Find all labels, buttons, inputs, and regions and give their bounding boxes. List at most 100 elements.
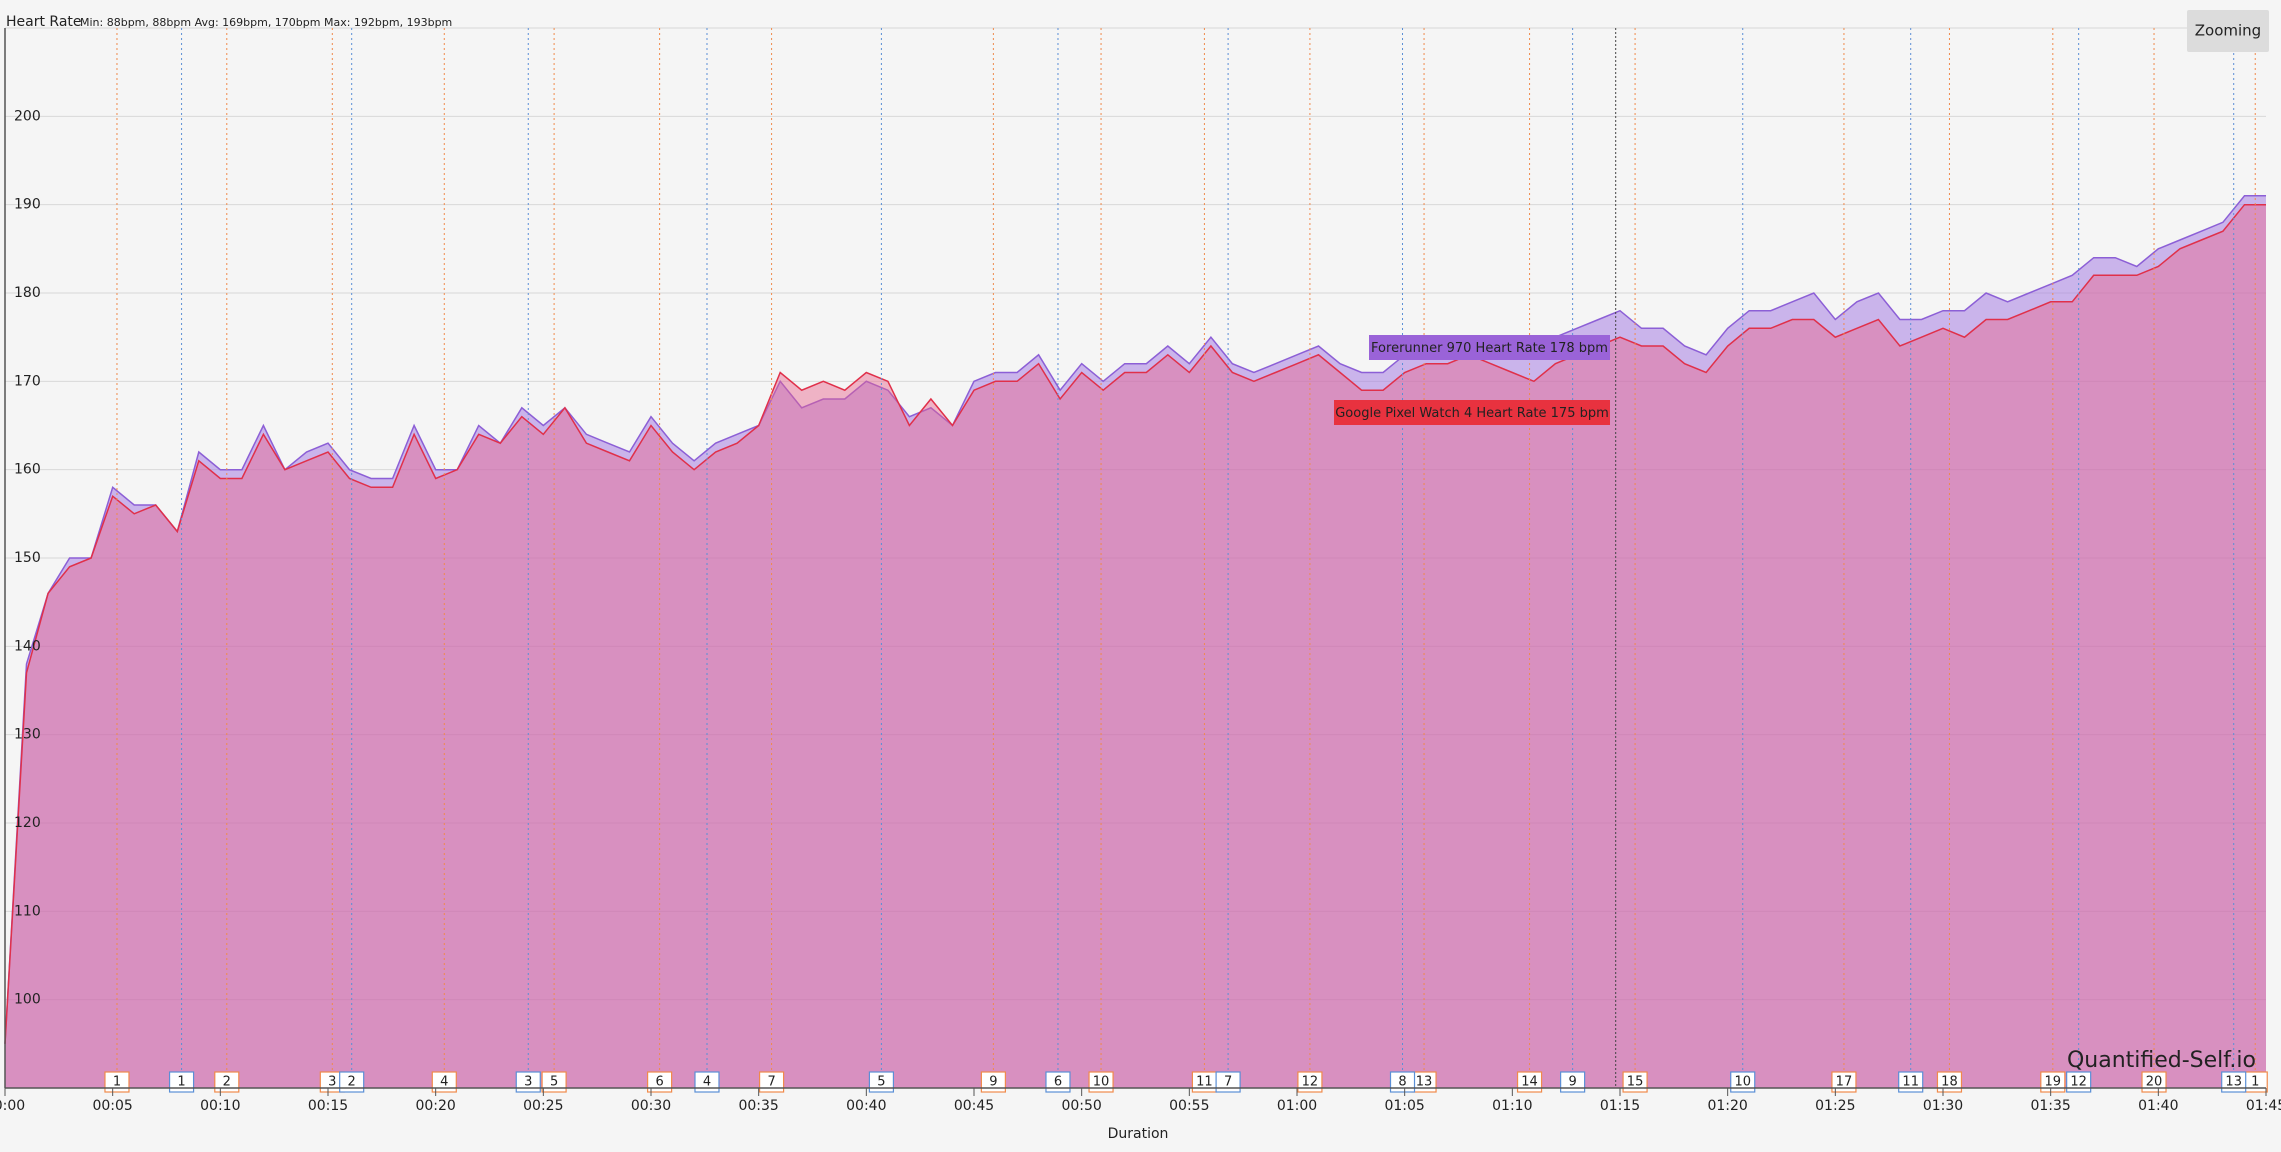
y-tick-label: 160 — [14, 462, 41, 478]
plot — [4, 195, 2266, 1089]
x-tick-label: 00:15 — [308, 1098, 348, 1114]
axes: 10011012013014015016017018019020000:0000… — [0, 28, 2281, 1114]
y-tick-label: 100 — [14, 992, 41, 1008]
lap-label: 13 — [1416, 1075, 1433, 1090]
zoom-button[interactable] — [2187, 10, 2269, 52]
y-tick-label: 170 — [14, 373, 41, 389]
y-tick-label: 110 — [14, 903, 41, 919]
chart-title: Heart Rate — [6, 14, 82, 30]
lap-label: 4 — [703, 1075, 711, 1090]
lap-marker — [980, 1071, 1006, 1093]
lap-label: 10 — [1093, 1075, 1110, 1090]
lap-marker — [1045, 1071, 1071, 1093]
lap-marker — [868, 1071, 895, 1093]
lap-marker — [694, 1071, 720, 1093]
tooltip-box — [1334, 400, 1610, 425]
lap-marker — [1560, 1071, 1586, 1093]
lap-marker — [758, 1071, 785, 1093]
x-tick-label: 01:30 — [1923, 1098, 1963, 1114]
x-tick-label: 01:40 — [2138, 1098, 2178, 1114]
lap-label: 18 — [1941, 1075, 1958, 1090]
lap-marker — [339, 1071, 365, 1093]
lap-label: 12 — [2070, 1075, 2087, 1090]
chart-stats: Min: 88bpm, 88bpm Avg: 169bpm, 170bpm Ma… — [80, 16, 452, 29]
lap-marker — [431, 1071, 457, 1093]
lap-marker — [1389, 1071, 1416, 1093]
x-tick-label: 01:00 — [1277, 1098, 1317, 1114]
lap-label: 5 — [877, 1075, 885, 1090]
x-tick-label: 00:30 — [631, 1098, 671, 1114]
lap-label: 17 — [1836, 1075, 1853, 1090]
area — [5, 204, 2266, 1088]
lap-label: 3 — [328, 1075, 336, 1090]
lap-label: 19 — [2045, 1075, 2062, 1090]
lap-label: 1 — [113, 1075, 121, 1090]
lap-label: 6 — [1054, 1075, 1062, 1090]
lap-marker — [2221, 1071, 2247, 1093]
lap-marker — [1898, 1071, 1924, 1093]
y-tick-label: 200 — [14, 108, 41, 124]
lap-label: 7 — [1224, 1075, 1232, 1090]
lap-marker — [104, 1071, 130, 1093]
lap-marker — [1215, 1071, 1241, 1093]
lap-label: 5 — [550, 1075, 558, 1090]
x-tick-label: 01:45 — [2246, 1098, 2281, 1114]
lap-marker — [168, 1071, 195, 1093]
tooltip-text: Google Pixel Watch 4 Heart Rate 175 bpm — [1335, 406, 1609, 421]
lap-marker — [1831, 1071, 1857, 1093]
y-tick-label: 130 — [14, 727, 41, 743]
laps: 1 2 3 4 5 6 7 9 10 11 12 13 14 15 17 18 19 20 11 2 3 4 5 6 7 8 9 10… — [104, 28, 2268, 1093]
lap-marker — [541, 1071, 567, 1093]
x-tick-label: 01:05 — [1384, 1098, 1424, 1114]
lap-marker — [214, 1071, 240, 1093]
lap-label: 11 — [1902, 1075, 1919, 1090]
x-tick-label: 01:15 — [1600, 1098, 1640, 1114]
x-tick-label: 00:10 — [200, 1098, 240, 1114]
lap-marker — [2066, 1071, 2092, 1093]
x-tick-label: 00:00 — [0, 1098, 25, 1114]
line — [4, 203, 2266, 1044]
lap-label: 13 — [2225, 1075, 2242, 1090]
x-tick-label: 00:25 — [523, 1098, 563, 1114]
y-tick-label: 190 — [14, 197, 41, 213]
lap-marker — [1297, 1071, 1323, 1093]
x-tick-label: 00:05 — [92, 1098, 132, 1114]
area — [5, 195, 2266, 1089]
lap-marker — [1730, 1071, 1756, 1093]
lap-marker — [1622, 1071, 1648, 1093]
lap-marker — [2040, 1071, 2066, 1093]
watermark: Quantified-Self.io — [2067, 1048, 2256, 1073]
x-tick-label: 00:50 — [1061, 1098, 1101, 1114]
lap-marker — [1088, 1071, 1114, 1093]
lap-label: 8 — [1398, 1075, 1406, 1090]
x-tick-label: 00:55 — [1169, 1098, 1209, 1114]
x-tick-label: 00:45 — [954, 1098, 994, 1114]
lap-label: 2 — [223, 1075, 231, 1090]
lap-label: 1 — [2251, 1075, 2259, 1090]
y-tick-label: 180 — [14, 285, 41, 301]
y-tick-label: 120 — [14, 815, 41, 831]
lap-label: 9 — [1568, 1075, 1576, 1090]
lap-label: 4 — [440, 1075, 448, 1090]
lap-marker — [1936, 1071, 1963, 1093]
lap-marker — [647, 1071, 673, 1093]
lap-label: 6 — [655, 1075, 663, 1090]
x-tick-label: 00:35 — [738, 1098, 778, 1114]
x-tick-label: 01:10 — [1492, 1098, 1532, 1114]
lap-label: 12 — [1302, 1075, 1319, 1090]
lap-label: 20 — [2146, 1075, 2163, 1090]
lap-label: 3 — [524, 1075, 532, 1090]
tooltip-box — [1369, 335, 1610, 360]
x-tick-label: 00:20 — [415, 1098, 455, 1114]
tooltips: Forerunner 970 Heart Rate 178 bpm Google … — [1334, 28, 1617, 1088]
lap-marker — [1516, 1071, 1543, 1093]
lap-label: 14 — [1521, 1075, 1538, 1090]
lap-label: 11 — [1196, 1075, 1213, 1090]
tooltip-text: Forerunner 970 Heart Rate 178 bpm — [1371, 341, 1608, 356]
y-tick-label: 150 — [14, 550, 41, 566]
x-tick-label: 01:20 — [1707, 1098, 1747, 1114]
zoom-button-label[interactable]: Zooming — [2195, 22, 2261, 40]
x-tick-label: 01:25 — [1815, 1098, 1855, 1114]
